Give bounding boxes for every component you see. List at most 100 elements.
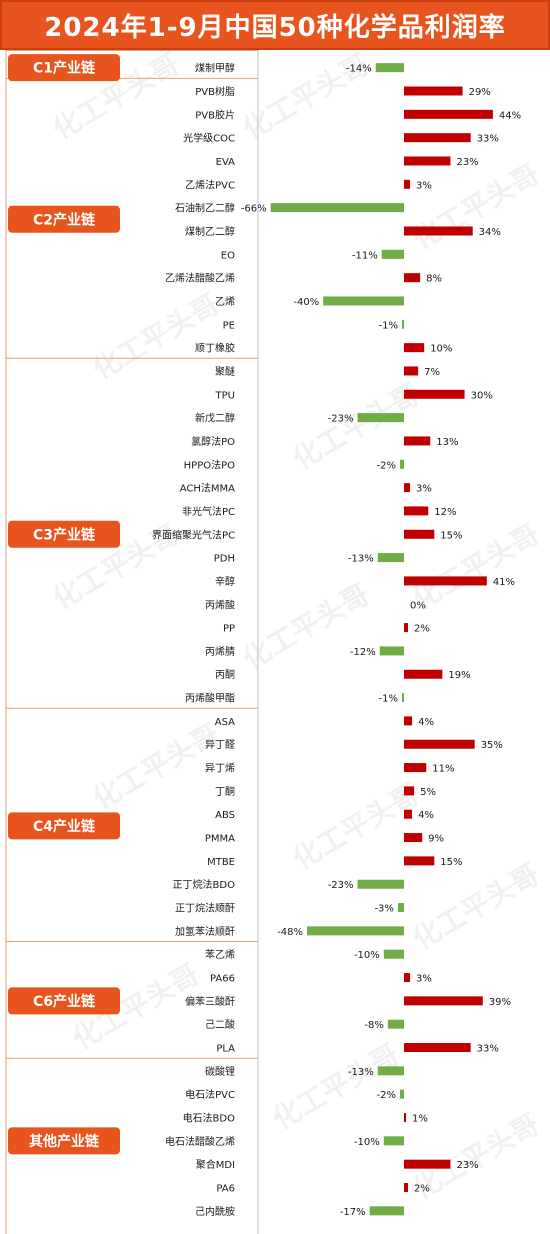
bar bbox=[375, 63, 404, 73]
group-badge bbox=[8, 1127, 120, 1155]
data-label: 34% bbox=[479, 227, 501, 238]
category-label: PP bbox=[223, 624, 235, 635]
group-label: C6产业链 bbox=[33, 993, 96, 1010]
bar bbox=[383, 1136, 404, 1146]
category-label: PMMA bbox=[205, 834, 235, 845]
category-label: 氯醇法PO bbox=[191, 435, 235, 448]
bar bbox=[377, 1066, 404, 1076]
category-label: PE bbox=[223, 320, 235, 331]
data-label: 1% bbox=[412, 1114, 428, 1125]
category-label: 聚醚 bbox=[215, 365, 235, 378]
data-label: 5% bbox=[420, 787, 436, 798]
category-label: 异丁醛 bbox=[205, 738, 235, 751]
data-label: -17% bbox=[340, 1207, 366, 1218]
bar bbox=[369, 1206, 404, 1216]
bar bbox=[270, 203, 404, 213]
data-label: 19% bbox=[448, 670, 470, 681]
data-label: -2% bbox=[376, 460, 395, 471]
data-label: 15% bbox=[440, 530, 462, 541]
category-label: 丙酮 bbox=[215, 669, 235, 681]
bar bbox=[404, 133, 471, 143]
group-badge bbox=[8, 520, 120, 548]
data-label: 15% bbox=[440, 857, 462, 868]
bar bbox=[404, 156, 451, 166]
category-label: 丙烯酸 bbox=[205, 598, 235, 611]
bar bbox=[381, 249, 404, 259]
category-label: MTBE bbox=[207, 857, 235, 868]
category-label: PDH bbox=[214, 554, 235, 565]
watermark-text: 化工平头哥 bbox=[87, 287, 225, 386]
category-label: EO bbox=[221, 250, 235, 261]
category-label: PLA bbox=[216, 1044, 235, 1055]
bar bbox=[404, 343, 425, 353]
category-label: ACH法MMA bbox=[180, 482, 235, 495]
data-label: 7% bbox=[424, 367, 440, 378]
data-label: 2% bbox=[414, 1184, 430, 1195]
data-label: 10% bbox=[430, 344, 452, 355]
bar bbox=[387, 1019, 404, 1029]
category-label: 聚合MDI bbox=[196, 1158, 235, 1171]
bar bbox=[399, 1089, 404, 1099]
data-label: 11% bbox=[432, 764, 454, 775]
category-label: PA66 bbox=[210, 974, 235, 985]
data-label: -14% bbox=[346, 64, 372, 75]
data-label: -66% bbox=[241, 204, 267, 215]
bar bbox=[383, 949, 404, 959]
group-label: C2产业链 bbox=[33, 211, 96, 228]
bar bbox=[404, 226, 473, 236]
data-label: 30% bbox=[471, 390, 493, 401]
data-label: 12% bbox=[434, 507, 456, 518]
group-label: 其他产业链 bbox=[29, 1133, 100, 1150]
watermark-text: 化工平头哥 bbox=[267, 1037, 405, 1136]
category-label: 丙烯腈 bbox=[205, 645, 235, 658]
data-label: -40% bbox=[293, 297, 319, 308]
data-label: -13% bbox=[348, 1067, 374, 1078]
bar bbox=[404, 273, 421, 283]
bar bbox=[404, 809, 413, 819]
bar bbox=[397, 903, 404, 913]
bar bbox=[404, 1043, 471, 1053]
category-label: 正丁烷法顺酐 bbox=[175, 902, 235, 915]
bar bbox=[357, 413, 404, 423]
category-label: PVB树脂 bbox=[195, 85, 235, 98]
bar bbox=[404, 1113, 407, 1123]
group-badge bbox=[8, 205, 120, 233]
category-label: 光学级COC bbox=[183, 132, 235, 145]
bar bbox=[404, 973, 411, 983]
bar bbox=[404, 833, 423, 843]
bar bbox=[379, 646, 404, 656]
category-label: 乙烯法PVC bbox=[185, 178, 235, 191]
data-label: -12% bbox=[350, 647, 376, 658]
bar bbox=[404, 506, 429, 516]
category-label: 辛醇 bbox=[215, 575, 235, 588]
bar bbox=[404, 109, 493, 119]
data-label: -2% bbox=[376, 1090, 395, 1101]
profit-margin-bar-chart: 化工平头哥 化工平头哥化工平头哥化工平头哥化工平头哥化工平头哥化工平头哥化工平头哥… bbox=[5, 50, 545, 1234]
data-label: 39% bbox=[489, 997, 511, 1008]
category-label: 石油制乙二醇 bbox=[175, 202, 235, 215]
bar bbox=[404, 389, 465, 399]
category-label: PA6 bbox=[216, 1184, 235, 1195]
category-label: PVB胶片 bbox=[195, 108, 235, 121]
data-label: 4% bbox=[418, 717, 434, 728]
category-label: 顺丁橡胶 bbox=[195, 342, 235, 355]
bar bbox=[404, 366, 419, 376]
category-label: 煤制乙二醇 bbox=[185, 225, 235, 238]
data-label: -13% bbox=[348, 554, 374, 565]
bar bbox=[404, 739, 475, 749]
bar bbox=[404, 786, 415, 796]
category-label: 己内酰胺 bbox=[195, 1205, 235, 1218]
category-label: TPU bbox=[215, 390, 235, 401]
group-badge bbox=[8, 987, 120, 1015]
category-label: 电石法PVC bbox=[185, 1088, 235, 1101]
category-label: 碳酸锂 bbox=[205, 1065, 235, 1078]
data-label: 13% bbox=[436, 437, 458, 448]
category-label: 电石法醋酸乙烯 bbox=[165, 1135, 235, 1148]
bar bbox=[401, 693, 404, 703]
bar bbox=[404, 529, 435, 539]
watermark-text: 化工平头哥 bbox=[407, 857, 545, 956]
category-label: ABS bbox=[215, 810, 235, 821]
data-label: 23% bbox=[456, 157, 478, 168]
data-label: -1% bbox=[378, 694, 397, 705]
category-label: 己二酸 bbox=[205, 1018, 235, 1031]
